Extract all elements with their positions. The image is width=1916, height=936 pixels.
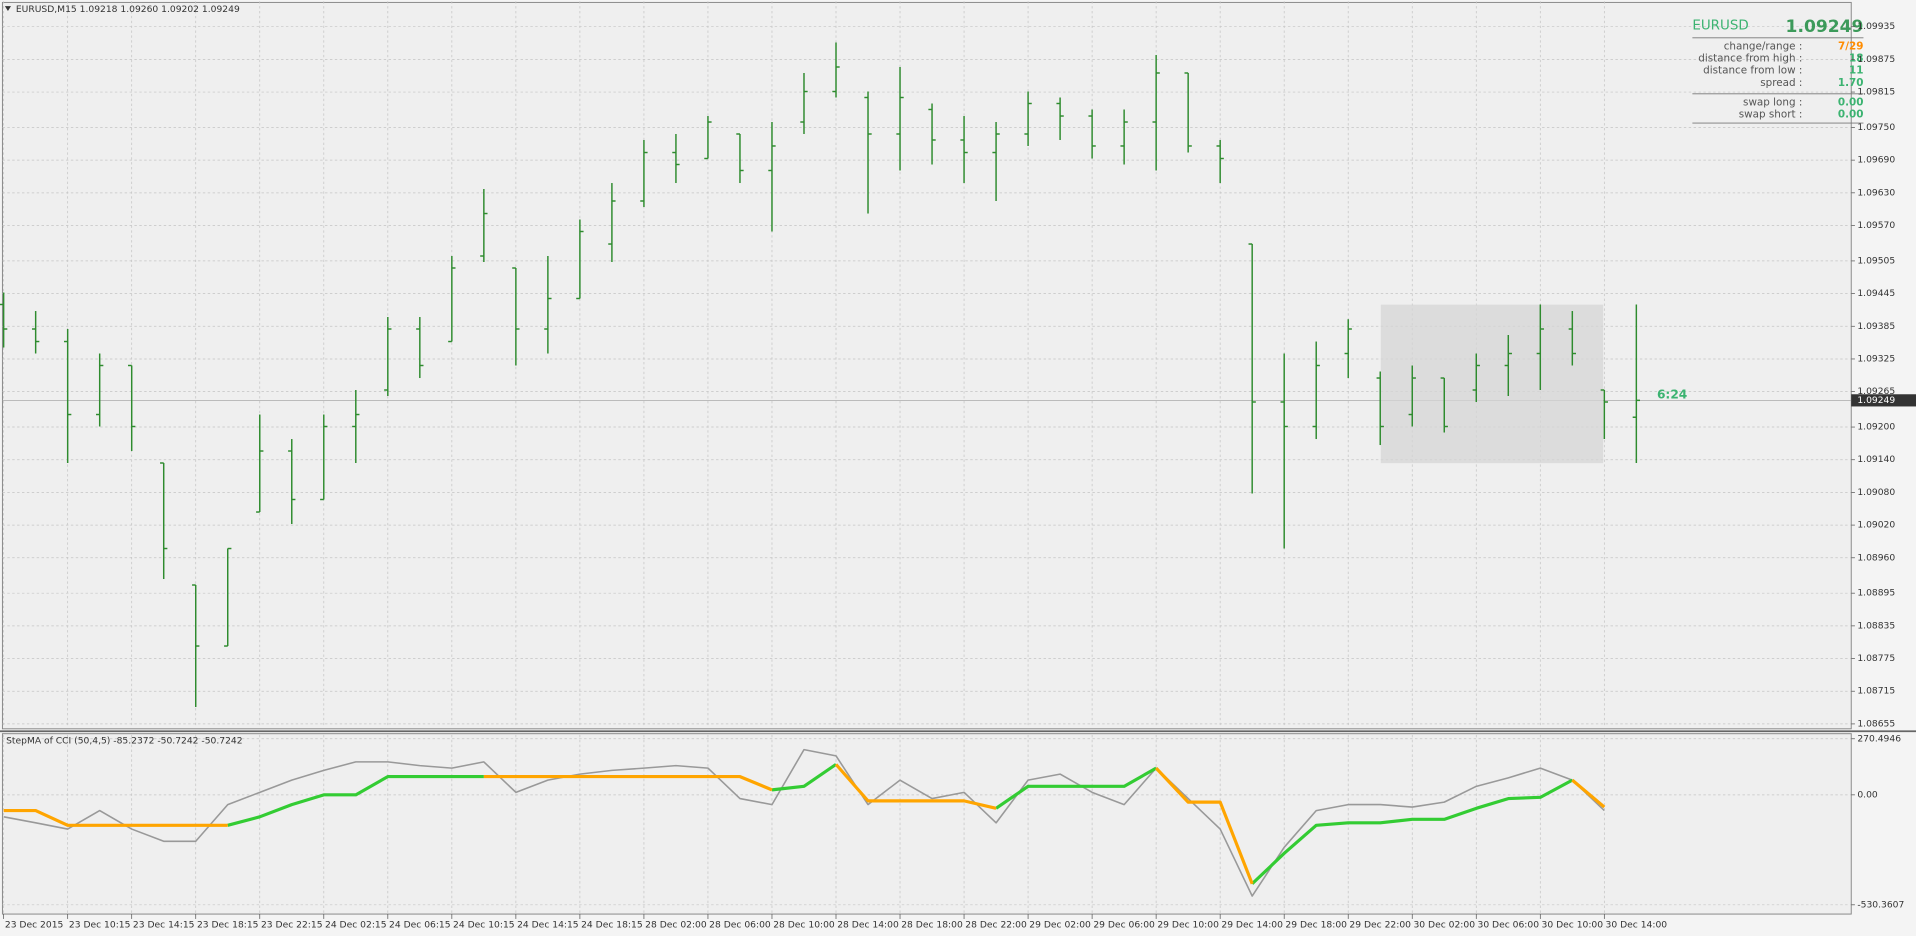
x-tick-label: 23 Dec 14:15 <box>133 921 195 931</box>
x-tick-label: 28 Dec 02:00 <box>645 921 707 931</box>
x-tick-label: 23 Dec 2015 <box>5 921 64 931</box>
info-value: 18 <box>1849 53 1863 65</box>
info-price: 1.09249 <box>1786 17 1864 37</box>
y-tick-label: 1.09750 <box>1857 123 1895 133</box>
info-label: distance from high : <box>1698 53 1802 65</box>
info-label: spread : <box>1760 77 1802 89</box>
price-tag <box>1851 394 1916 407</box>
x-tick-label: 30 Dec 06:00 <box>1477 921 1539 931</box>
y-tick-label: 0.00 <box>1857 790 1878 800</box>
x-tick-label: 24 Dec 06:15 <box>389 921 451 931</box>
y-tick-label: 1.09935 <box>1857 22 1895 32</box>
range-box <box>1380 304 1604 464</box>
y-tick-label: 1.08960 <box>1857 553 1895 563</box>
y-tick-label: 1.09325 <box>1857 354 1895 364</box>
indicator-title: StepMA of CCI (50,4,5) -85.2372 -50.7242… <box>6 737 242 747</box>
y-tick-label: 270.4946 <box>1857 734 1901 744</box>
info-label: change/range : <box>1724 40 1803 52</box>
y-tick-label: 1.09570 <box>1857 221 1895 231</box>
x-tick-label: 23 Dec 10:15 <box>69 921 131 931</box>
collapse-icon[interactable] <box>4 6 11 11</box>
y-tick-label: 1.08655 <box>1857 719 1895 729</box>
x-tick-label: 28 Dec 06:00 <box>709 921 771 931</box>
x-tick-label: 28 Dec 18:00 <box>901 921 963 931</box>
y-tick-label: 1.09815 <box>1857 88 1895 98</box>
y-tick-label: 1.08835 <box>1857 621 1895 631</box>
x-tick-label: 29 Dec 10:00 <box>1157 921 1219 931</box>
x-tick-label: 23 Dec 22:15 <box>261 921 323 931</box>
x-tick-label: 24 Dec 02:15 <box>325 921 387 931</box>
x-tick-label: 24 Dec 14:15 <box>517 921 579 931</box>
price-tag-label: 1.09249 <box>1857 396 1895 406</box>
info-label: distance from low : <box>1703 65 1802 77</box>
x-tick-label: 28 Dec 22:00 <box>965 921 1027 931</box>
y-tick-label: 1.08715 <box>1857 687 1895 697</box>
info-value: 1.70 <box>1838 77 1864 89</box>
marks <box>0 42 1641 897</box>
x-tick-label: 29 Dec 02:00 <box>1029 921 1091 931</box>
info-label: swap long : <box>1743 96 1802 108</box>
info-value: 7/29 <box>1838 40 1863 52</box>
indicator-line <box>3 748 1605 897</box>
x-tick-label: 28 Dec 10:00 <box>773 921 835 931</box>
info-symbol: EURUSD <box>1692 19 1748 34</box>
x-tick-label: 23 Dec 18:15 <box>197 921 259 931</box>
info-label: swap short : <box>1739 109 1803 121</box>
y-tick-label: 1.08895 <box>1857 589 1895 599</box>
y-tick-label: -530.3607 <box>1857 900 1904 910</box>
x-tick-label: 29 Dec 18:00 <box>1285 921 1347 931</box>
y-tick-label: 1.09265 <box>1857 387 1895 397</box>
info-value: 0.00 <box>1838 96 1864 108</box>
symbol-header: EURUSD,M15 1.09218 1.09260 1.09202 1.092… <box>16 5 240 15</box>
x-tick-label: 28 Dec 14:00 <box>837 921 899 931</box>
indicator-line <box>3 763 1606 885</box>
y-tick-label: 1.09445 <box>1857 289 1895 299</box>
x-tick-label: 30 Dec 02:00 <box>1413 921 1475 931</box>
x-tick-label: 24 Dec 10:15 <box>453 921 515 931</box>
y-tick-label: 1.09630 <box>1857 188 1895 198</box>
x-tick-label: 24 Dec 18:15 <box>581 921 643 931</box>
y-tick-label: 1.09875 <box>1857 55 1895 65</box>
info-panel: EURUSD 1.09249 change/range : 7/29 dista… <box>1692 17 1864 124</box>
x-tick-label: 29 Dec 22:00 <box>1349 921 1411 931</box>
y-tick-label: 1.09505 <box>1857 256 1895 266</box>
indicator-line <box>227 763 1574 885</box>
x-tick-label: 29 Dec 14:00 <box>1221 921 1283 931</box>
y-tick-label: 1.09140 <box>1857 455 1895 465</box>
y-tick-label: 1.08775 <box>1857 654 1895 664</box>
info-value: 0.00 <box>1838 109 1864 121</box>
x-tick-label: 30 Dec 10:00 <box>1542 921 1604 931</box>
x-tick-label: 29 Dec 06:00 <box>1093 921 1155 931</box>
y-tick-label: 1.09385 <box>1857 322 1895 332</box>
y-tick-label: 1.09690 <box>1857 156 1895 166</box>
info-value: 11 <box>1849 65 1863 77</box>
indicator-pane <box>1 733 1852 915</box>
bar-timer: 6:24 <box>1657 387 1687 401</box>
y-tick-label: 1.09020 <box>1857 521 1895 531</box>
y-tick-label: 1.09200 <box>1857 423 1895 433</box>
y-tick-label: 1.09080 <box>1857 488 1895 498</box>
x-tick-label: 30 Dec 14:00 <box>1606 921 1668 931</box>
